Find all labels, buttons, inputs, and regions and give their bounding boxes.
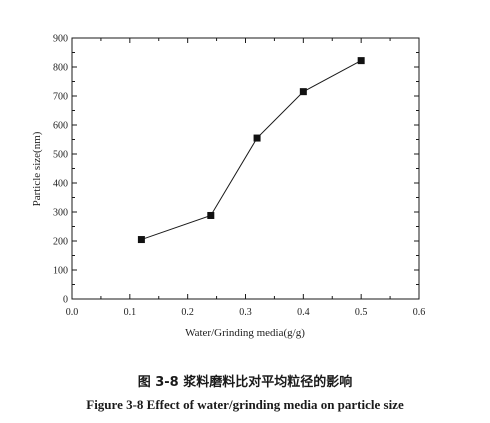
y-tick-label: 300 [53,208,68,219]
y-tick-label: 600 [53,121,68,132]
data-point-marker [137,236,145,244]
y-tick-label: 200 [53,237,68,248]
x-tick-label: 0.3 [239,307,252,318]
y-tick-label: 900 [53,34,68,45]
series-line [141,60,362,241]
x-tick-label: 0.6 [413,307,426,318]
y-tick-label: 0 [63,295,68,306]
data-point-marker [207,211,215,219]
y-axis-tick-labels: 0 100 200 300 400 500 600 700 800 900 [53,34,68,306]
data-point-marker [299,88,307,96]
y-tick-label: 700 [53,92,68,103]
data-point-marker [253,134,261,142]
series-lines [141,60,362,241]
y-tick-label: 500 [53,150,68,161]
line-chart: 0.0 0.1 0.2 0.3 0.4 0.5 0.6 0 100 200 300 400 500 60… [31,34,426,340]
x-tick-label: 0.5 [355,307,368,318]
y-axis-ticks [72,37,419,300]
y-tick-label: 100 [53,266,68,277]
y-tick-label: 400 [53,179,68,190]
x-axis-tick-labels: 0.0 0.1 0.2 0.3 0.4 0.5 0.6 [66,307,426,318]
figure-caption-chinese: 图 3-8 浆料磨料比对平均粒径的影响 [137,375,353,390]
series-points [137,57,365,244]
figure-caption-english: Figure 3-8 Effect of water/grinding medi… [86,397,404,412]
y-axis-title: Particle size(nm) [31,131,43,206]
plot-frame [71,37,420,300]
x-tick-label: 0.0 [66,307,79,318]
data-point-marker [357,57,365,65]
x-tick-label: 0.2 [181,307,194,318]
y-tick-label: 800 [53,63,68,74]
x-axis-title: Water/Grinding media(g/g) [185,327,305,339]
x-axis-ticks [71,38,420,299]
x-tick-label: 0.1 [124,307,137,318]
x-tick-label: 0.4 [297,307,310,318]
